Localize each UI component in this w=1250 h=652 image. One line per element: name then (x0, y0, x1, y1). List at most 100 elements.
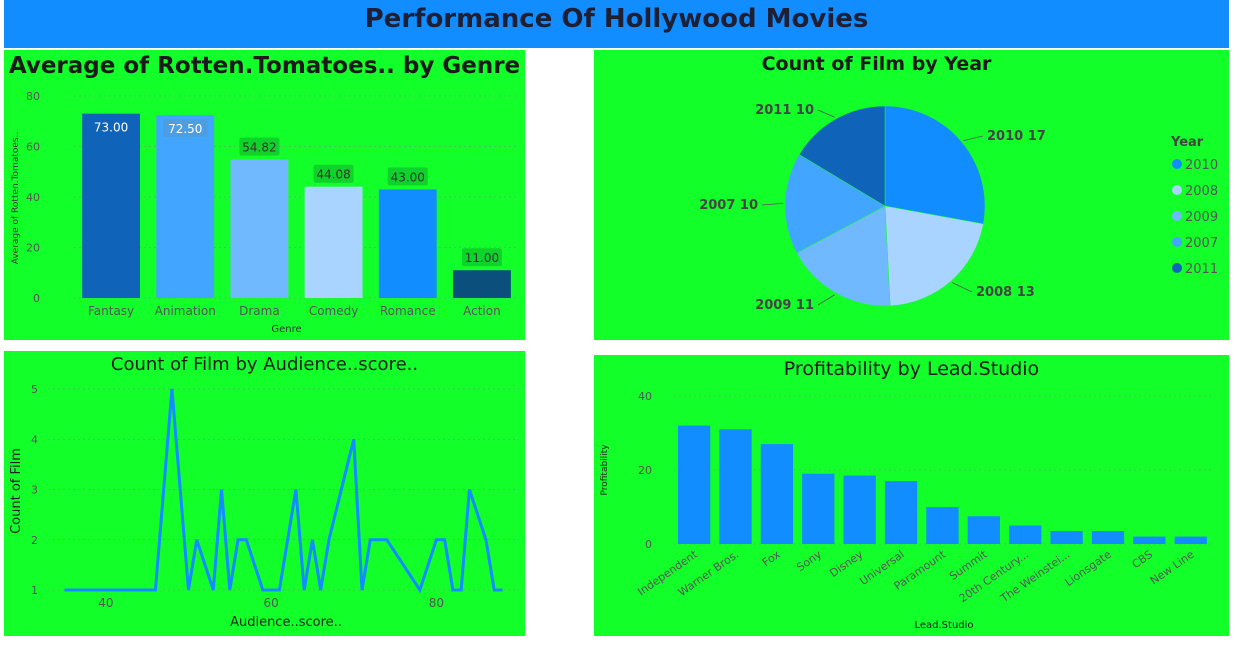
audience-ytick-label: 1 (31, 584, 38, 597)
genre-data-label: 54.82 (242, 141, 276, 155)
genre-ytick-label: 40 (26, 191, 40, 204)
studio-y-axis-label: Profitability (600, 444, 610, 496)
pie-slice-2010 (884, 105, 986, 225)
genre-bar-action (452, 270, 511, 298)
audience-xtick-label: 80 (429, 596, 444, 610)
pie-data-label: 2011 10 (755, 103, 814, 118)
genre-bar-fantasy (82, 113, 141, 298)
studio-xtick-label: The Weinstei... (997, 548, 1072, 606)
genre-chart-title: Average of Rotten.Tomatoes.. by Genre (8, 53, 521, 79)
pie-leader-line (817, 294, 835, 306)
studio-ytick-label: 40 (638, 390, 652, 403)
pie-legend-marker (1172, 237, 1182, 247)
year-chart-panel[interactable]: Count of Film by Year 2010 17 2008 13 2009… (594, 50, 1229, 340)
audience-x-axis-label: Audience..score.. (230, 615, 342, 630)
pie-legend-title: Year (1170, 135, 1204, 150)
genre-data-label-bg (239, 137, 280, 156)
genre-ytick-label: 60 (26, 141, 40, 154)
genre-chart-panel[interactable]: Average of Rotten.Tomatoes.. by Genre 0 2… (4, 50, 525, 340)
studio-xtick-label: Lionsgate (1062, 548, 1113, 589)
studio-bar-warner-bros (719, 429, 752, 544)
audience-ytick-label: 5 (31, 383, 38, 396)
genre-data-label-bg (313, 164, 354, 183)
pie-slice-2009 (796, 205, 891, 307)
studio-bar-paramount (926, 507, 959, 544)
genre-data-label: 44.08 (316, 168, 350, 182)
studio-ytick-label: 20 (638, 464, 652, 477)
studio-xtick-label: Sony (794, 548, 824, 575)
audience-xtick-label: 40 (98, 596, 113, 610)
studio-bar-the-weinstei (1050, 531, 1083, 544)
studio-bar-summit (967, 516, 1000, 544)
pie-legend-item-2011: 2011 (1185, 262, 1218, 277)
studio-bar-new-line (1174, 536, 1207, 544)
pie-legend-item-2009: 2009 (1185, 210, 1218, 225)
studio-bar-disney (843, 475, 876, 544)
audience-chart-panel[interactable]: Count of Film by Audience..score.. 1 2 3 4 5… (4, 351, 525, 636)
studio-xtick-label: Fox (760, 548, 783, 570)
genre-data-label-bg (387, 167, 428, 186)
audience-ytick-label: 4 (31, 433, 38, 446)
audience-series-line (64, 388, 503, 594)
audience-ytick-label: 2 (31, 534, 38, 547)
studio-bar-cbs (1133, 536, 1166, 544)
pie-slice-2011 (798, 105, 886, 207)
studio-chart-panel[interactable]: Profitability by Lead.Studio 0 20 40 Indepe… (594, 355, 1229, 636)
genre-data-label: 11.00 (465, 251, 499, 265)
studio-x-axis-label: Lead.Studio (914, 620, 973, 631)
genre-xtick-label: Drama (239, 304, 280, 318)
genre-x-axis-label: Genre (271, 324, 301, 335)
genre-bar-drama (230, 159, 289, 298)
genre-data-label-bg (461, 248, 502, 267)
studio-bar-lionsgate (1091, 531, 1125, 544)
studio-bar-fox (760, 444, 794, 544)
genre-y-axis-label: Average of Rotten.Tomatoes.. (11, 132, 21, 265)
pie-leader-line (761, 202, 784, 206)
pie-legend-item-2010: 2010 (1185, 158, 1218, 173)
genre-data-label: 73.00 (94, 121, 128, 135)
genre-ytick-label: 0 (33, 292, 40, 305)
pie-slice-2007 (784, 154, 886, 254)
genre-bar-comedy (304, 186, 363, 298)
pie-data-label: 2008 13 (976, 285, 1035, 300)
genre-data-label: 72.50 (168, 122, 202, 136)
studio-xtick-label: CBS (1130, 548, 1156, 571)
pie-data-label: 2007 10 (699, 198, 758, 213)
genre-xtick-label: Animation (155, 304, 216, 318)
genre-bar-animation (156, 114, 215, 298)
genre-data-label-bg (163, 118, 208, 137)
genre-ytick-label: 80 (26, 90, 40, 103)
audience-chart-title: Count of Film by Audience..score.. (110, 354, 419, 375)
pie-legend-marker (1172, 263, 1182, 273)
studio-ytick-label: 0 (645, 538, 652, 551)
genre-xtick-label: Romance (380, 304, 436, 318)
genre-data-label: 43.00 (391, 170, 425, 184)
dashboard-header: Performance Of Hollywood Movies (4, 0, 1229, 48)
audience-ytick-label: 3 (31, 484, 38, 497)
pie-leader-line (817, 109, 835, 118)
studio-xtick-label: New Line (1148, 548, 1197, 588)
pie-leader-line (952, 282, 973, 293)
genre-ytick-label: 20 (26, 242, 40, 255)
genre-xtick-label: Fantasy (88, 304, 134, 318)
studio-bar-independent (678, 425, 711, 544)
pie-legend-marker (1172, 185, 1182, 195)
dashboard-title: Performance Of Hollywood Movies (364, 4, 869, 34)
studio-bar-universal (884, 481, 918, 544)
studio-bar-20th-century (1009, 525, 1042, 544)
genre-bar-romance (378, 189, 437, 298)
year-pie-chart: 2010 17 2008 13 2009 11 2007 10 2011 10 Year 2… (699, 103, 1218, 313)
studio-bar-sony (802, 473, 835, 544)
pie-legend-item-2007: 2007 (1185, 236, 1218, 251)
studio-xtick-label: 20th Century... (957, 548, 1031, 605)
pie-legend-marker (1172, 211, 1182, 221)
studio-chart-title: Profitability by Lead.Studio (783, 358, 1040, 380)
genre-xtick-label: Action (463, 304, 501, 318)
audience-xtick-label: 60 (263, 596, 278, 610)
pie-slice-2008 (884, 205, 984, 307)
pie-legend-marker (1172, 159, 1182, 169)
pie-data-label: 2010 17 (987, 129, 1046, 144)
pie-legend-item-2008: 2008 (1185, 184, 1218, 199)
genre-bar-chart: 0 20 40 60 80 73.00 Fantasy 72.50 Animation 54.82… (11, 90, 519, 335)
